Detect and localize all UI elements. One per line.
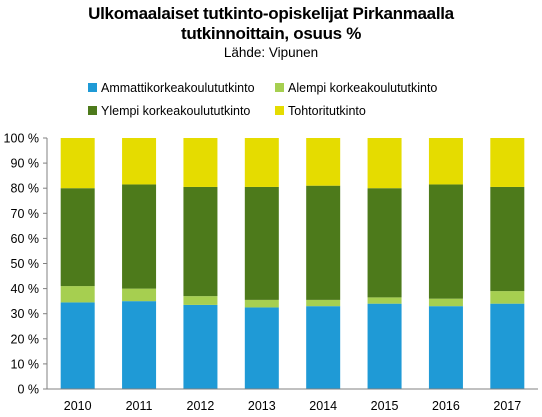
legend-swatch: [88, 83, 97, 92]
bar-segment: [490, 138, 525, 187]
legend-label: Tohtoritutkinto: [288, 104, 366, 118]
bar-segment: [306, 185, 341, 300]
bar-segment: [183, 138, 218, 187]
bar-segment: [183, 186, 218, 297]
y-tick-label: 100 %: [4, 132, 39, 146]
x-tick-label: 2017: [493, 399, 521, 413]
bar-segment: [60, 286, 95, 303]
legend-swatch: [275, 83, 284, 92]
legend-swatch: [88, 106, 97, 115]
bar-segment: [244, 299, 279, 308]
y-tick-label: 30 %: [11, 307, 40, 321]
bar-segment: [60, 302, 95, 389]
legend-item-alempi-korkeakoulututkinto: Alempi korkeakoulututkinto: [275, 81, 437, 95]
chart-title-line-2: tutkinnoittain, osuus %: [180, 24, 362, 43]
y-tick-label: 40 %: [11, 282, 40, 296]
bar-segment: [122, 288, 157, 302]
chart-subtitle: Lähde: Vipunen: [223, 45, 319, 60]
x-tick-label: 2010: [64, 399, 92, 413]
bar-segment: [490, 186, 525, 292]
chart-title-line-1: Ulkomaalaiset tutkinto-opiskelijat Pirka…: [88, 4, 454, 23]
bar-segment: [122, 301, 157, 389]
legend-item-ylempi-korkeakoulututkinto: Ylempi korkeakoulututkinto: [88, 104, 250, 118]
x-tick-label: 2013: [248, 399, 276, 413]
bar-segment: [244, 307, 279, 389]
bar-segment: [60, 138, 95, 189]
bar-segment: [367, 138, 402, 189]
bar-segment: [428, 184, 463, 299]
bar-segment: [306, 306, 341, 389]
bar-segment: [306, 138, 341, 186]
y-tick-label: 80 %: [11, 182, 40, 196]
legend-label: Alempi korkeakoulututkinto: [288, 81, 438, 95]
legend-swatch: [275, 106, 284, 115]
bar-segment: [183, 304, 218, 389]
y-tick-label: 50 %: [11, 257, 40, 271]
bar-segment: [244, 186, 279, 300]
bar-segment: [306, 299, 341, 307]
bar-segment: [367, 297, 402, 304]
bar-segment: [122, 138, 157, 185]
legend-label: Ylempi korkeakoulututkinto: [101, 104, 251, 118]
legend-item-tohtoritutkinto: Tohtoritutkinto: [275, 104, 366, 118]
bar-segment: [490, 303, 525, 389]
bar-segment: [60, 188, 95, 287]
y-tick-label: 60 %: [11, 232, 40, 246]
bar-segment: [490, 291, 525, 304]
bar-segment: [183, 296, 218, 305]
y-tick-label: 90 %: [11, 157, 40, 171]
x-tick-label: 2012: [187, 399, 215, 413]
bar-segment: [367, 188, 402, 298]
y-tick-label: 70 %: [11, 207, 40, 221]
bar-segment: [428, 298, 463, 307]
y-tick-label: 20 %: [11, 332, 40, 346]
bar-segment: [122, 184, 157, 289]
legend-item-ammattikorkeakoulututkinto: Ammattikorkeakoulututkinto: [88, 81, 255, 95]
y-tick-label: 0 %: [17, 383, 39, 397]
x-tick-label: 2015: [371, 399, 399, 413]
x-tick-label: 2011: [126, 399, 153, 413]
x-tick-label: 2016: [432, 399, 460, 413]
bar-segment: [367, 303, 402, 389]
bar-segment: [428, 138, 463, 185]
legend-label: Ammattikorkeakoulututkinto: [101, 81, 255, 95]
y-tick-label: 10 %: [11, 357, 40, 371]
x-tick-label: 2014: [309, 399, 337, 413]
bar-segment: [244, 138, 279, 187]
bar-segment: [428, 306, 463, 389]
